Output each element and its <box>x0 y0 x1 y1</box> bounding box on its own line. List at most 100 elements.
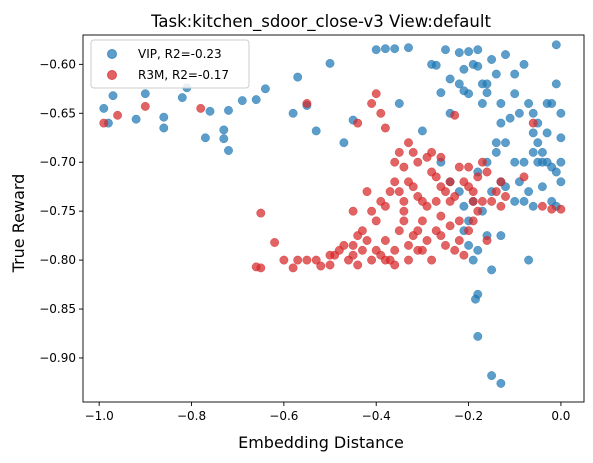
data-point <box>459 64 469 74</box>
data-point <box>487 55 497 64</box>
data-point <box>524 99 534 108</box>
data-point <box>501 192 510 201</box>
data-point <box>459 201 469 211</box>
data-point <box>219 134 229 144</box>
data-point <box>454 48 464 58</box>
data-point <box>200 133 210 143</box>
data-point <box>528 108 538 118</box>
data-point <box>408 147 418 157</box>
data-point <box>496 177 506 187</box>
data-point <box>445 74 455 84</box>
data-point <box>427 255 437 265</box>
data-point <box>464 240 474 250</box>
data-point <box>533 157 543 167</box>
data-point <box>311 255 321 265</box>
data-point <box>205 106 215 116</box>
data-point <box>477 196 487 206</box>
data-point <box>380 236 390 245</box>
data-point <box>524 187 534 197</box>
data-point <box>477 157 487 167</box>
data-point <box>362 187 372 197</box>
data-point <box>394 226 404 236</box>
data-point <box>380 201 390 211</box>
data-point <box>491 147 501 157</box>
y-tick-label: −0.65 <box>39 106 76 120</box>
x-tick-label: −0.2 <box>454 409 483 423</box>
legend-entry: R3M, R2=-0.17 <box>138 68 229 82</box>
data-point <box>417 126 427 136</box>
data-point <box>357 245 367 255</box>
data-point <box>533 138 543 148</box>
data-point <box>339 240 349 250</box>
data-point <box>399 162 409 172</box>
data-point <box>413 226 423 236</box>
data-point <box>108 91 118 101</box>
data-point <box>293 72 303 82</box>
data-point <box>528 128 538 138</box>
data-point <box>177 93 187 103</box>
data-point <box>464 89 474 99</box>
data-point <box>159 123 169 133</box>
data-point <box>394 99 404 108</box>
data-point <box>496 378 506 388</box>
data-point <box>353 118 363 128</box>
plot-area <box>99 40 566 388</box>
x-axis-label: Embedding Distance <box>238 433 404 452</box>
data-point <box>510 157 520 167</box>
data-point <box>464 162 474 172</box>
data-point <box>501 50 510 60</box>
y-tick-label: −0.90 <box>39 351 76 365</box>
data-point <box>551 167 561 177</box>
data-point <box>510 196 520 206</box>
data-point <box>519 196 529 206</box>
data-point <box>473 45 483 55</box>
x-tick-label: −1.0 <box>85 409 114 423</box>
data-point <box>556 157 566 167</box>
data-point <box>473 172 483 182</box>
data-point <box>477 99 487 108</box>
y-tick-label: −0.60 <box>39 57 76 71</box>
data-point <box>491 187 501 197</box>
data-point <box>556 177 566 187</box>
legend-box <box>90 39 250 89</box>
data-point <box>441 187 450 197</box>
data-point <box>496 118 506 128</box>
y-tick-label: −0.70 <box>39 155 76 169</box>
data-point <box>371 216 381 226</box>
data-point <box>422 201 432 211</box>
data-point <box>445 177 455 187</box>
data-point <box>450 245 460 255</box>
data-point <box>524 255 534 265</box>
data-point <box>496 201 506 211</box>
y-axis-label: True Reward <box>9 174 28 274</box>
data-point <box>487 371 497 381</box>
data-point <box>302 255 312 265</box>
data-point <box>404 240 413 250</box>
series-0 <box>99 40 566 388</box>
data-point <box>224 146 233 155</box>
data-point <box>219 125 229 135</box>
data-point <box>404 255 413 265</box>
data-point <box>537 182 547 192</box>
data-point <box>551 40 561 50</box>
data-point <box>556 108 566 118</box>
data-point <box>431 60 441 70</box>
data-point <box>542 99 552 108</box>
data-point <box>353 260 363 270</box>
data-point <box>316 261 326 271</box>
data-point <box>251 95 261 105</box>
data-point <box>436 152 446 162</box>
data-point <box>380 123 390 133</box>
data-point <box>496 231 506 241</box>
data-point <box>436 211 446 221</box>
data-point <box>528 201 538 211</box>
data-point <box>468 255 478 265</box>
data-point <box>482 167 492 177</box>
data-point <box>450 192 460 201</box>
data-point <box>362 236 372 245</box>
data-point <box>371 89 381 99</box>
data-point <box>159 112 169 122</box>
data-point <box>367 255 377 265</box>
data-point <box>471 294 480 304</box>
